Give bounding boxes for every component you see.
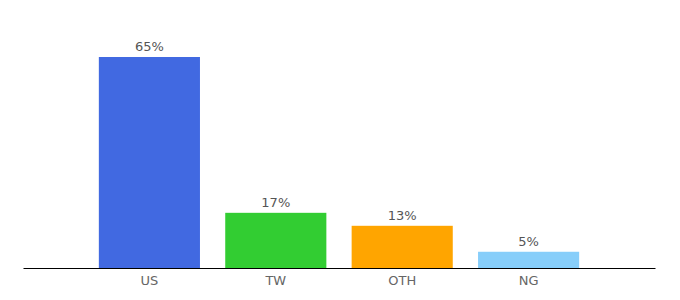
data-label: 5% (518, 234, 539, 249)
bar (478, 252, 579, 268)
x-tick: US (141, 273, 159, 288)
chart: 65% 17% 13% 5% US TW OTH NG (0, 0, 680, 300)
data-label: 17% (261, 195, 290, 210)
x-tick-label: NG (519, 273, 539, 288)
data-labels: 65% 17% 13% 5% (135, 39, 539, 249)
bar (99, 57, 200, 268)
data-label: 65% (135, 39, 164, 54)
x-axis-line (24, 268, 656, 269)
bars (99, 57, 579, 268)
x-tick-label: TW (264, 273, 286, 288)
x-axis: US TW OTH NG (24, 269, 656, 289)
x-tick: NG (519, 273, 539, 288)
x-tick: OTH (388, 273, 416, 288)
x-tick-label: US (141, 273, 159, 288)
bar (225, 213, 326, 268)
x-tick-label: OTH (388, 273, 416, 288)
data-label: 13% (388, 208, 417, 223)
x-tick: TW (264, 273, 286, 288)
bar (352, 226, 453, 268)
